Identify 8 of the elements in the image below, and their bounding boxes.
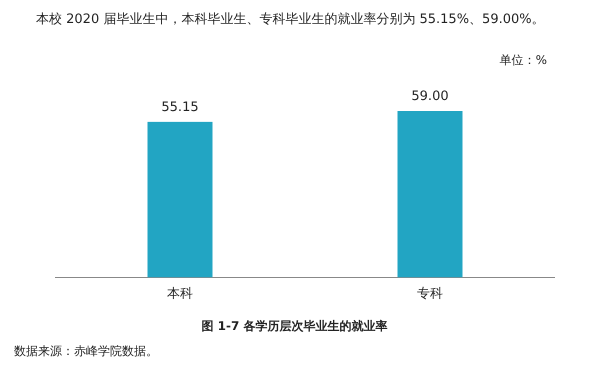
y-axis-title: 单位：% <box>500 52 547 69</box>
x-tick-label: 专科 <box>417 286 443 302</box>
chart-subtitle: 本校 2020 届毕业生中，本科毕业生、专科毕业生的就业率分别为 55.15%、59.00%。 <box>36 11 545 28</box>
data-label: 55.15 <box>161 100 199 115</box>
text: 图 1-7 各学历层次毕业生的就业率 <box>200 318 389 335</box>
source-note: 数据来源：赤峰学院数据。 <box>14 343 158 360</box>
data-label: 59.00 <box>411 88 449 104</box>
x-tick-label: 本科 <box>167 286 193 302</box>
